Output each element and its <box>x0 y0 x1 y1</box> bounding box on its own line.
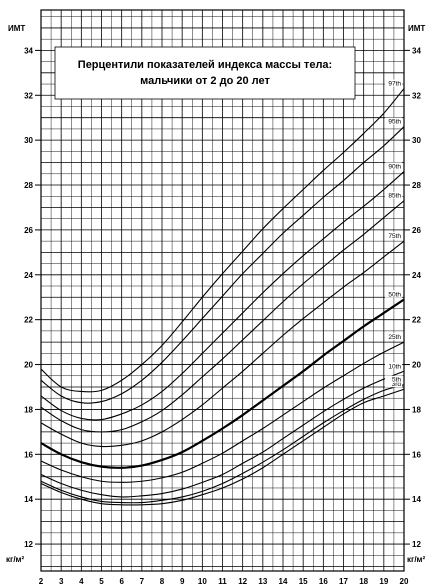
y-tick-label-right: 22 <box>412 316 421 325</box>
percentile-label-5th: 5th <box>392 377 401 384</box>
chart-title-line-1: Перцентили показателей индекса массы тел… <box>78 59 332 71</box>
percentile-label-bg <box>385 232 402 240</box>
percentile-label-bg <box>385 380 402 388</box>
y-tick-label-left: 22 <box>24 316 33 325</box>
x-tick-label: 4 <box>79 577 84 586</box>
x-tick-label: 18 <box>359 577 368 586</box>
percentile-label-bg <box>385 333 402 341</box>
y-tick-label-left: 34 <box>24 46 33 55</box>
y-tick-label-right: 16 <box>412 450 421 459</box>
y-axis-title-left: ИМТ <box>8 24 25 33</box>
percentile-label-bg <box>385 375 402 383</box>
percentile-label-10th: 10th <box>388 363 401 370</box>
x-tick-label: 12 <box>238 577 247 586</box>
y-tick-label-right: 14 <box>412 495 421 504</box>
percentile-label-25th: 25th <box>388 334 401 341</box>
percentile-label-bg <box>385 362 402 370</box>
percentile-curve-5th <box>40 384 405 504</box>
percentile-curve-75th <box>40 240 405 448</box>
y-tick-label-left: 14 <box>24 495 33 504</box>
plot-frame <box>40 9 405 572</box>
x-tick-label: 14 <box>279 577 288 586</box>
y-axis-title-right: ИМТ <box>408 24 425 33</box>
percentile-curve-3rd <box>40 388 405 506</box>
x-tick-label: 10 <box>198 577 207 586</box>
x-tick-label: 6 <box>119 577 124 586</box>
x-tick-label: 13 <box>258 577 267 586</box>
y-tick-label-right: 24 <box>412 271 421 280</box>
percentile-curve-90th <box>40 171 405 421</box>
percentile-curves <box>40 88 405 506</box>
percentile-label-85th: 85th <box>388 193 401 200</box>
percentile-label-bg <box>385 117 402 125</box>
x-tick-label: 15 <box>299 577 308 586</box>
percentile-label-75th: 75th <box>388 233 401 240</box>
y-tick-label-right: 32 <box>412 91 421 100</box>
title-box: Перцентили показателей индекса массы тел… <box>54 46 356 100</box>
y-axis-right: 12 14 16 18 20 22 24 26 28 30 32 34 <box>404 46 421 549</box>
x-tick-label: 20 <box>400 577 409 586</box>
y-unit-right: кг/м² <box>407 555 425 564</box>
y-tick-label-right: 20 <box>412 361 421 370</box>
percentile-label-95th: 95th <box>388 119 401 126</box>
y-tick-label-left: 30 <box>24 136 33 145</box>
x-tick-label: 19 <box>379 577 388 586</box>
x-tick-label: 8 <box>160 577 165 586</box>
x-tick-label: 9 <box>180 577 185 586</box>
x-tick-label: 2 <box>39 577 44 586</box>
chart-grid <box>40 10 405 571</box>
percentile-label-bg <box>385 79 402 87</box>
x-tick-label: 17 <box>339 577 348 586</box>
x-axis: 2 3 4 5 6 7 8 9 10 11 12 13 14 15 16 17 18 19 20 <box>39 577 409 586</box>
y-tick-label-right: 18 <box>412 405 421 414</box>
percentile-label-3rd: 3rd <box>392 381 402 388</box>
percentile-curve-97th <box>40 88 405 393</box>
y-unit-left: кг/м² <box>6 555 24 564</box>
percentile-label-97th: 97th <box>388 81 401 88</box>
y-tick-label-left: 24 <box>24 271 33 280</box>
y-tick-label-left: 26 <box>24 226 33 235</box>
percentile-curve-10th <box>40 370 405 498</box>
y-tick-label-left: 20 <box>24 361 33 370</box>
x-tick-label: 5 <box>99 577 104 586</box>
y-label-left: ИМТ <box>7 22 37 33</box>
y-tick-label-right: 12 <box>412 540 421 549</box>
y-tick-label-left: 18 <box>24 405 33 414</box>
percentile-label-90th: 90th <box>388 164 401 171</box>
y-tick-label-left: 12 <box>24 540 33 549</box>
y-tick-label-right: 34 <box>412 46 421 55</box>
percentile-label-50th: 50th <box>388 291 401 298</box>
y-tick-label-left: 28 <box>24 181 33 190</box>
chart-title-line-2: мальчики от 2 до 20 лет <box>140 75 270 87</box>
percentile-curve-25th <box>40 341 405 483</box>
percentile-curve-95th <box>40 126 405 404</box>
x-tick-label: 3 <box>59 577 64 586</box>
title-background <box>54 46 356 100</box>
y-tick-label-right: 30 <box>412 136 421 145</box>
percentile-label-bg <box>385 290 402 298</box>
percentile-curve-85th <box>40 200 405 433</box>
x-tick-label: 7 <box>140 577 145 586</box>
percentile-curve-50th <box>40 298 405 469</box>
x-tick-label: 16 <box>319 577 328 586</box>
percentile-label-bg <box>385 162 402 170</box>
y-tick-label-left: 32 <box>24 91 33 100</box>
percentile-label-bg <box>385 191 402 199</box>
y-tick-label-left: 16 <box>24 450 33 459</box>
y-tick-label-right: 28 <box>412 181 421 190</box>
x-tick-label: 11 <box>218 577 227 586</box>
y-axis-left: 12 14 16 18 20 22 24 26 28 30 32 34 <box>24 46 41 549</box>
y-label-right: ИМТ <box>407 22 435 33</box>
y-tick-label-right: 26 <box>412 226 421 235</box>
